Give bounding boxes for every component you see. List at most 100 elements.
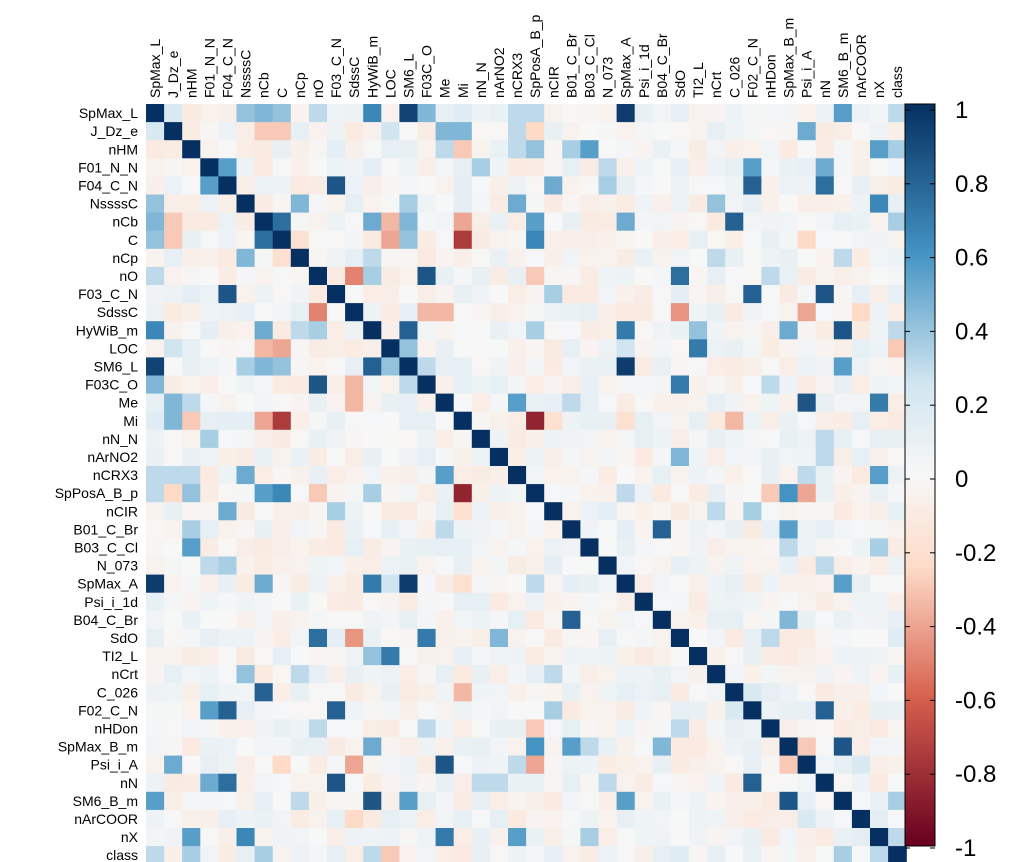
heatmap-cell <box>399 592 419 612</box>
heatmap-cell <box>616 502 636 521</box>
heatmap-cell <box>743 502 762 521</box>
heatmap-cell <box>851 447 871 467</box>
heatmap-cell <box>670 574 690 594</box>
heatmap-cell <box>652 701 672 720</box>
heatmap-cell <box>689 140 708 159</box>
heatmap-cell <box>508 447 527 467</box>
heatmap-cell <box>417 556 437 576</box>
heatmap-cell <box>308 809 328 829</box>
heatmap-cell <box>508 466 527 485</box>
heatmap-cell <box>689 809 708 829</box>
heatmap-cell <box>254 321 274 340</box>
heatmap-cell <box>508 339 527 358</box>
y-tick-label: C_026 <box>97 684 138 700</box>
heatmap-cell <box>670 846 690 862</box>
heatmap-cell <box>634 846 654 862</box>
heatmap-cell <box>616 737 636 757</box>
heatmap-cell <box>236 828 256 847</box>
heatmap-cell <box>381 647 400 666</box>
heatmap-cell <box>616 357 636 377</box>
heatmap-cell <box>616 194 636 214</box>
heatmap-cell <box>489 194 509 214</box>
heatmap-cell <box>870 538 889 558</box>
heatmap-cell <box>508 303 527 322</box>
heatmap-cell <box>182 556 201 576</box>
heatmap-cell <box>689 773 708 793</box>
heatmap-cell <box>851 176 871 196</box>
y-tick-label: nCRX3 <box>93 467 138 483</box>
heatmap-cell <box>888 140 907 159</box>
heatmap-cell <box>851 538 871 558</box>
heatmap-cell <box>508 683 527 702</box>
heatmap-cell <box>508 755 527 775</box>
heatmap-cell <box>598 556 618 576</box>
heatmap-cell <box>290 212 310 232</box>
heatmap-cell <box>779 321 799 340</box>
heatmap-cell <box>870 429 889 449</box>
heatmap-cell <box>417 158 437 177</box>
heatmap-cell <box>218 158 238 177</box>
heatmap-cell <box>363 846 382 862</box>
heatmap-cell <box>580 484 600 503</box>
heatmap-cell <box>363 520 382 539</box>
heatmap-cell <box>453 122 473 141</box>
heatmap-cell <box>833 230 853 250</box>
heatmap-cell <box>453 447 473 467</box>
heatmap-cell <box>851 719 871 739</box>
heatmap-cell <box>381 828 400 847</box>
heatmap-cell <box>562 809 581 829</box>
heatmap-cell <box>670 665 690 684</box>
heatmap-cell <box>707 773 726 793</box>
heatmap-cell <box>580 828 600 847</box>
heatmap-cell <box>363 122 382 141</box>
heatmap-cell <box>815 791 835 811</box>
heatmap-cell <box>254 339 274 358</box>
heatmap-cell <box>508 104 527 123</box>
heatmap-cell <box>417 104 437 123</box>
heatmap-cell <box>634 556 654 576</box>
heatmap-cell <box>833 484 853 503</box>
heatmap-cell <box>164 393 183 413</box>
heatmap-cell <box>182 176 201 196</box>
heatmap-cell <box>146 592 165 612</box>
heatmap-cell <box>182 357 201 377</box>
heatmap-cell <box>634 701 654 720</box>
heatmap-cell <box>272 212 292 232</box>
heatmap-cell <box>363 737 382 757</box>
heatmap-cell <box>272 773 292 793</box>
heatmap-cell <box>200 737 219 757</box>
heatmap-cell <box>508 484 527 503</box>
heatmap-cell <box>797 665 817 684</box>
heatmap-cell <box>779 574 799 594</box>
heatmap-cell <box>417 502 437 521</box>
heatmap-cell <box>236 140 256 159</box>
heatmap-cell <box>616 538 636 558</box>
heatmap-cell <box>218 846 238 862</box>
heatmap-cell <box>616 755 636 775</box>
heatmap-cell <box>797 719 817 739</box>
heatmap-cell <box>851 520 871 539</box>
x-tick-label: Me <box>437 78 453 98</box>
heatmap-cell <box>363 610 382 630</box>
heatmap-cell <box>182 647 201 666</box>
heatmap-cell <box>417 357 437 377</box>
heatmap-cell <box>218 683 238 702</box>
heatmap-cell <box>290 429 310 449</box>
x-tick-label: SpMax_A <box>618 37 634 98</box>
heatmap-cell <box>797 429 817 449</box>
heatmap-cell <box>399 846 419 862</box>
heatmap-cell <box>453 809 473 829</box>
heatmap-cell <box>526 285 545 304</box>
x-tick-label: B03_C_Cl <box>581 34 597 98</box>
heatmap-cell <box>435 158 455 177</box>
heatmap-cell <box>363 484 382 503</box>
heatmap-cell <box>236 176 256 196</box>
heatmap-cell <box>851 122 871 141</box>
heatmap-cell <box>399 538 419 558</box>
heatmap-cell <box>526 791 545 811</box>
heatmap-cell <box>254 701 274 720</box>
heatmap-cell <box>308 266 328 286</box>
heatmap-cell <box>236 339 256 358</box>
heatmap-cell <box>182 194 201 214</box>
heatmap-cell <box>689 266 708 286</box>
